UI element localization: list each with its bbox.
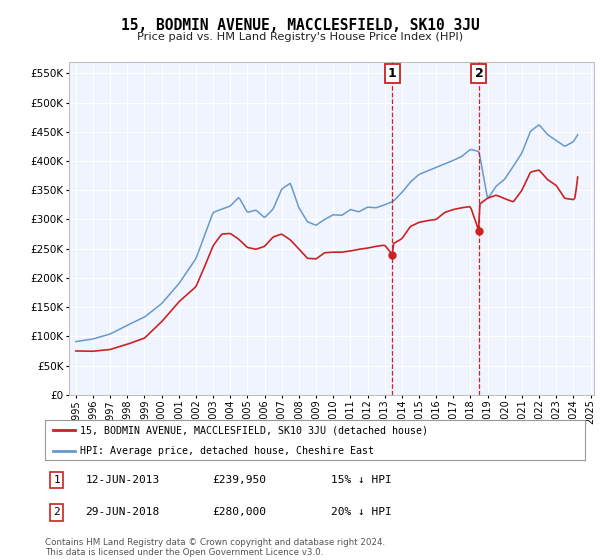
Text: 1: 1 (388, 67, 397, 80)
Text: 2: 2 (53, 507, 60, 517)
Text: £239,950: £239,950 (212, 475, 266, 486)
Text: 12-JUN-2013: 12-JUN-2013 (86, 475, 160, 486)
Text: 2: 2 (475, 67, 483, 80)
Text: 15, BODMIN AVENUE, MACCLESFIELD, SK10 3JU (detached house): 15, BODMIN AVENUE, MACCLESFIELD, SK10 3J… (80, 425, 428, 435)
Text: HPI: Average price, detached house, Cheshire East: HPI: Average price, detached house, Ches… (80, 446, 374, 456)
Text: Price paid vs. HM Land Registry's House Price Index (HPI): Price paid vs. HM Land Registry's House … (137, 32, 463, 42)
Text: 1: 1 (53, 475, 60, 486)
Text: 15, BODMIN AVENUE, MACCLESFIELD, SK10 3JU: 15, BODMIN AVENUE, MACCLESFIELD, SK10 3J… (121, 18, 479, 33)
Text: 15% ↓ HPI: 15% ↓ HPI (331, 475, 392, 486)
Text: £280,000: £280,000 (212, 507, 266, 517)
Text: 29-JUN-2018: 29-JUN-2018 (86, 507, 160, 517)
Text: Contains HM Land Registry data © Crown copyright and database right 2024.
This d: Contains HM Land Registry data © Crown c… (45, 538, 385, 557)
Text: 20% ↓ HPI: 20% ↓ HPI (331, 507, 392, 517)
